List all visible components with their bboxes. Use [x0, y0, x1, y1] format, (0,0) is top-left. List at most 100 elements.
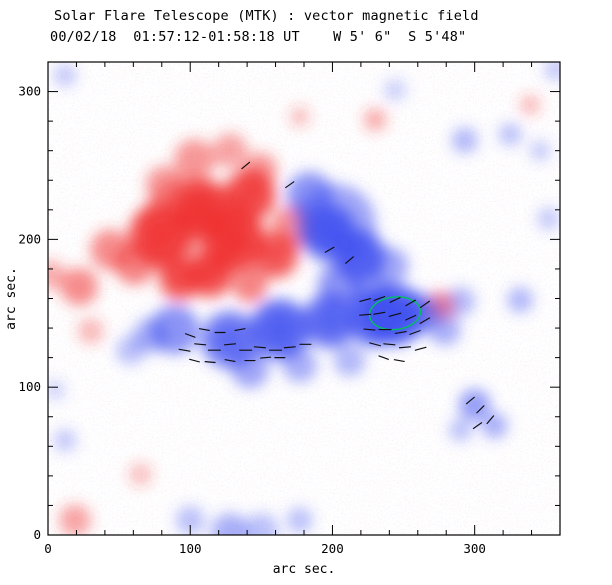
blue-flux-blob: [448, 418, 473, 442]
red-flux-blob: [184, 193, 217, 226]
field-vector: [414, 346, 427, 351]
blue-flux-blob: [537, 207, 560, 231]
x-tick-label: 100: [179, 541, 202, 556]
red-flux-blob: [212, 133, 248, 169]
field-vector: [405, 299, 417, 307]
field-vector: [486, 415, 495, 425]
red-flux-blob: [145, 165, 184, 204]
red-flux-blob: [174, 139, 215, 180]
red-flux-blob: [519, 94, 541, 116]
field-vector: [383, 343, 396, 346]
red-flux-blob: [59, 504, 91, 535]
plot-subtitle: 00/02/18 01:57:12-01:58:18 UT W 5' 6" S …: [50, 29, 467, 45]
blue-flux-blob: [211, 513, 249, 535]
field-vector: [345, 256, 354, 264]
field-vector: [419, 317, 431, 324]
blue-flux-blob: [231, 350, 269, 389]
blue-flux-blob: [53, 428, 77, 452]
red-flux-blob: [232, 267, 268, 303]
blue-flux-blob: [428, 313, 461, 346]
blue-flux-blob: [451, 127, 478, 154]
blue-flux-blob: [282, 347, 318, 383]
red-flux-blob: [197, 262, 223, 288]
blue-flux-blob: [115, 335, 145, 365]
x-tick-label: 0: [44, 541, 52, 556]
blue-flux-blob: [48, 379, 66, 401]
field-vector: [241, 161, 251, 170]
red-flux-blob: [168, 267, 193, 292]
field-vector: [178, 348, 191, 352]
y-axis-label: arc sec.: [4, 267, 19, 330]
blue-flux-blob: [529, 140, 551, 161]
field-vector: [194, 343, 207, 346]
red-flux-blob: [48, 260, 66, 290]
field-vector: [189, 358, 200, 363]
red-flux-blob: [289, 106, 310, 127]
blue-flux-blob: [345, 241, 374, 270]
blue-flux-blob: [498, 122, 522, 147]
field-vector: [198, 328, 210, 331]
field-vector: [184, 333, 196, 338]
field-vector: [253, 346, 266, 349]
blue-flux-blob: [286, 507, 313, 534]
red-flux-blob: [363, 108, 387, 132]
field-vector: [394, 330, 407, 335]
blue-flux-blob: [263, 312, 297, 347]
field-vector: [373, 296, 386, 301]
red-flux-blob: [242, 152, 278, 188]
blue-flux-blob: [243, 513, 279, 535]
plot-title: Solar Flare Telescope (MTK) : vector mag…: [54, 8, 479, 24]
field-vector: [405, 314, 417, 321]
blue-noise-speckle: [48, 62, 560, 535]
y-tick-label: 200: [18, 231, 41, 246]
field-vector: [472, 422, 483, 430]
field-vector: [260, 356, 272, 359]
field-vector: [398, 346, 412, 349]
blue-flux-blob: [445, 286, 475, 316]
red-flux-blob: [262, 242, 289, 269]
field-vector: [324, 246, 335, 253]
field-vector: [363, 328, 376, 331]
field-vector: [283, 346, 296, 349]
blue-flux-blob: [458, 388, 491, 421]
blue-flux-blob: [314, 305, 345, 336]
field-vector: [234, 328, 246, 331]
red-flux-blob: [90, 229, 131, 271]
red-flux-blob: [216, 221, 252, 257]
red-flux-blob: [142, 217, 178, 253]
x-axis-label: arc sec.: [273, 562, 336, 577]
blue-flux-blob: [544, 62, 560, 81]
red-flux-blob: [60, 267, 99, 306]
blue-flux-blob: [286, 171, 333, 219]
field-vector: [393, 359, 405, 363]
field-vector: [419, 300, 430, 309]
field-vector: [388, 312, 402, 317]
field-vector: [476, 405, 485, 414]
red-flux-blob: [235, 180, 265, 210]
red-flux-blob: [77, 317, 104, 345]
field-vector: [223, 343, 237, 346]
field-vector: [285, 181, 295, 189]
y-tick-label: 100: [18, 379, 41, 394]
field-vector: [409, 330, 421, 335]
blue-flux-blob: [53, 63, 77, 87]
blue-flux-blob: [507, 286, 534, 314]
field-vector: [378, 355, 389, 360]
blue-flux-blob: [175, 505, 205, 535]
field-vector: [224, 359, 236, 363]
field-vector: [373, 311, 386, 315]
field-vector: [359, 297, 372, 302]
blue-flux-blob: [350, 270, 389, 309]
blue-flux-blob: [383, 78, 407, 102]
field-vector: [369, 342, 381, 347]
blue-flux-blob: [333, 344, 366, 377]
axis-ticks: [47, 61, 561, 536]
blue-flux-blob: [315, 216, 344, 245]
blue-flux-blob: [214, 323, 246, 356]
blue-flux-blob: [481, 412, 508, 439]
field-vectors: [178, 161, 495, 430]
blue-flux-blob: [317, 263, 362, 307]
field-vector: [389, 297, 401, 303]
